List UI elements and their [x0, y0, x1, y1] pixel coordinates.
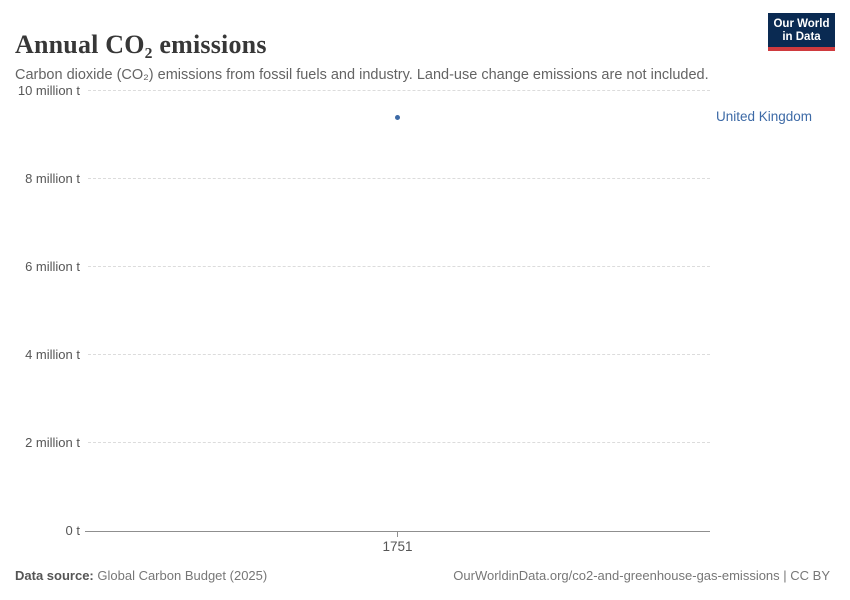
x-axis-tick — [397, 532, 398, 537]
gridline — [88, 266, 710, 267]
x-axis-line — [85, 531, 710, 532]
y-tick-label: 2 million t — [25, 435, 80, 450]
data-point[interactable] — [395, 114, 400, 120]
gridline — [88, 354, 710, 355]
y-tick-label: 10 million t — [17, 83, 80, 98]
x-tick-label: 1751 — [382, 539, 413, 554]
data-source-value: Global Carbon Budget (2025) — [97, 568, 268, 583]
gridline — [88, 442, 710, 443]
chart-subtitle: Carbon dioxide (CO₂) emissions from foss… — [15, 66, 709, 83]
data-source-note: Data source: Global Carbon Budget (2025) — [15, 568, 267, 583]
gridline — [88, 178, 710, 179]
y-tick-label: 8 million t — [25, 171, 80, 186]
series-label[interactable]: United Kingdom — [716, 109, 813, 125]
y-tick-label: 6 million t — [25, 259, 80, 274]
data-source-label: Data source: — [15, 568, 94, 583]
credit-link[interactable]: OurWorldinData.org/co2-and-greenhouse-ga… — [453, 568, 830, 583]
owid-logo-line1: Our World — [773, 18, 830, 30]
y-tick-label: 4 million t — [25, 347, 80, 362]
chart-title: Annual CO₂ emissions — [15, 30, 267, 60]
owid-logo-line2: in Data — [782, 31, 821, 43]
y-tick-label: 0 t — [65, 523, 80, 538]
gridline — [88, 90, 710, 91]
owid-logo[interactable]: Our World in Data — [768, 13, 835, 51]
